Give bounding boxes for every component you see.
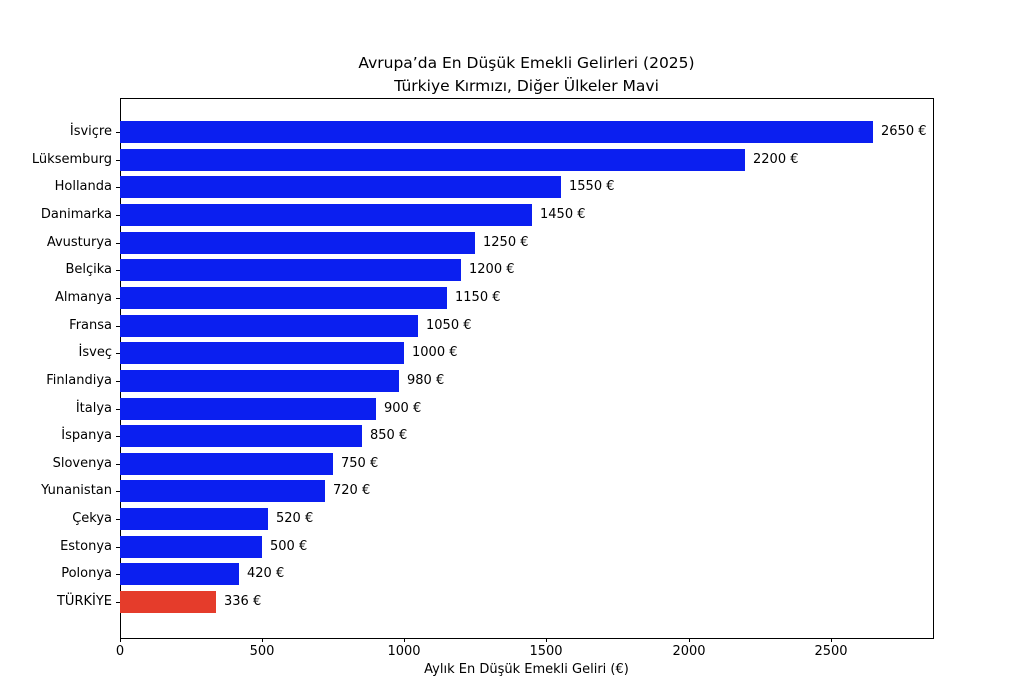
bar-Polonya — [120, 563, 239, 585]
y-tick-label: Polonya — [61, 566, 112, 581]
x-tick-label: 2000 — [672, 644, 706, 659]
y-tick-mark — [116, 381, 120, 382]
bar-TÜRKİYE — [120, 591, 216, 613]
title-block: Avrupa’da En Düşük Emekli Gelirleri (202… — [120, 52, 933, 98]
bar-value-label: 500 € — [270, 539, 308, 554]
y-tick-label: Lüksemburg — [31, 152, 112, 167]
y-tick-label: Yunanistan — [41, 483, 112, 498]
x-tick-label: 1000 — [387, 644, 421, 659]
x-tick-label: 2500 — [814, 644, 848, 659]
bar-value-label: 2200 € — [753, 152, 799, 167]
bar-Çekya — [120, 508, 268, 530]
bar-İsviçre — [120, 121, 873, 143]
bar-value-label: 1000 € — [412, 345, 458, 360]
y-tick-label: İsviçre — [69, 124, 112, 139]
y-tick-label: TÜRKİYE — [56, 594, 112, 609]
x-tick-mark — [262, 638, 263, 642]
bar-Avusturya — [120, 232, 475, 254]
y-tick-mark — [116, 298, 120, 299]
y-tick-mark — [116, 243, 120, 244]
y-tick-mark — [116, 574, 120, 575]
bar-Slovenya — [120, 453, 333, 475]
bar-value-label: 1550 € — [569, 179, 615, 194]
y-tick-mark — [116, 491, 120, 492]
y-tick-mark — [116, 602, 120, 603]
y-tick-label: İspanya — [61, 428, 112, 443]
bar-value-label: 1200 € — [469, 262, 515, 277]
y-tick-mark — [116, 547, 120, 548]
y-tick-label: Belçika — [65, 262, 112, 277]
bar-value-label: 520 € — [276, 511, 314, 526]
y-tick-label: Hollanda — [54, 179, 112, 194]
x-axis-label: Aylık En Düşük Emekli Geliri (€) — [424, 662, 629, 677]
y-tick-label: Finlandiya — [46, 373, 112, 388]
y-tick-mark — [116, 326, 120, 327]
y-tick-mark — [116, 160, 120, 161]
x-tick-mark — [120, 638, 121, 642]
x-tick-mark — [831, 638, 832, 642]
y-tick-mark — [116, 353, 120, 354]
bar-value-label: 980 € — [407, 373, 445, 388]
x-tick-mark — [404, 638, 405, 642]
bar-value-label: 2650 € — [881, 124, 927, 139]
bar-value-label: 1050 € — [426, 318, 472, 333]
y-tick-label: Danimarka — [40, 207, 112, 222]
y-tick-label: Estonya — [60, 539, 112, 554]
chart-subtitle: Türkiye Kırmızı, Diğer Ülkeler Mavi — [394, 77, 659, 95]
bar-Estonya — [120, 536, 262, 558]
bar-Almanya — [120, 287, 447, 309]
chart-title: Avrupa’da En Düşük Emekli Gelirleri (202… — [358, 54, 695, 72]
y-tick-label: Avusturya — [46, 235, 112, 250]
x-tick-label: 500 — [249, 644, 275, 659]
y-tick-mark — [116, 464, 120, 465]
bar-Danimarka — [120, 204, 532, 226]
bar-value-label: 750 € — [341, 456, 379, 471]
bar-Lüksemburg — [120, 149, 745, 171]
bar-value-label: 336 € — [224, 594, 262, 609]
x-tick-label: 1500 — [529, 644, 563, 659]
bar-value-label: 1250 € — [483, 235, 529, 250]
y-tick-label: İsveç — [78, 345, 112, 360]
bar-value-label: 420 € — [247, 566, 285, 581]
y-tick-label: Fransa — [69, 318, 112, 333]
y-tick-mark — [116, 270, 120, 271]
x-tick-mark — [689, 638, 690, 642]
bar-İsveç — [120, 342, 404, 364]
bar-value-label: 900 € — [384, 401, 422, 416]
y-tick-mark — [116, 187, 120, 188]
bar-İtalya — [120, 398, 376, 420]
x-tick-mark — [546, 638, 547, 642]
y-tick-label: Almanya — [54, 290, 112, 305]
y-tick-mark — [116, 519, 120, 520]
bar-value-label: 720 € — [333, 483, 371, 498]
bar-value-label: 1150 € — [455, 290, 501, 305]
y-tick-mark — [116, 132, 120, 133]
y-tick-mark — [116, 215, 120, 216]
y-tick-label: Slovenya — [52, 456, 112, 471]
y-tick-mark — [116, 436, 120, 437]
y-tick-mark — [116, 409, 120, 410]
bar-value-label: 1450 € — [540, 207, 586, 222]
x-tick-label: 0 — [115, 644, 125, 659]
bar-Yunanistan — [120, 480, 325, 502]
bar-value-label: 850 € — [370, 428, 408, 443]
bar-Finlandiya — [120, 370, 399, 392]
bar-Belçika — [120, 259, 461, 281]
bar-İspanya — [120, 425, 362, 447]
bar-Hollanda — [120, 176, 561, 198]
bar-Fransa — [120, 315, 418, 337]
y-tick-label: Çekya — [72, 511, 112, 526]
y-tick-label: İtalya — [75, 401, 112, 416]
